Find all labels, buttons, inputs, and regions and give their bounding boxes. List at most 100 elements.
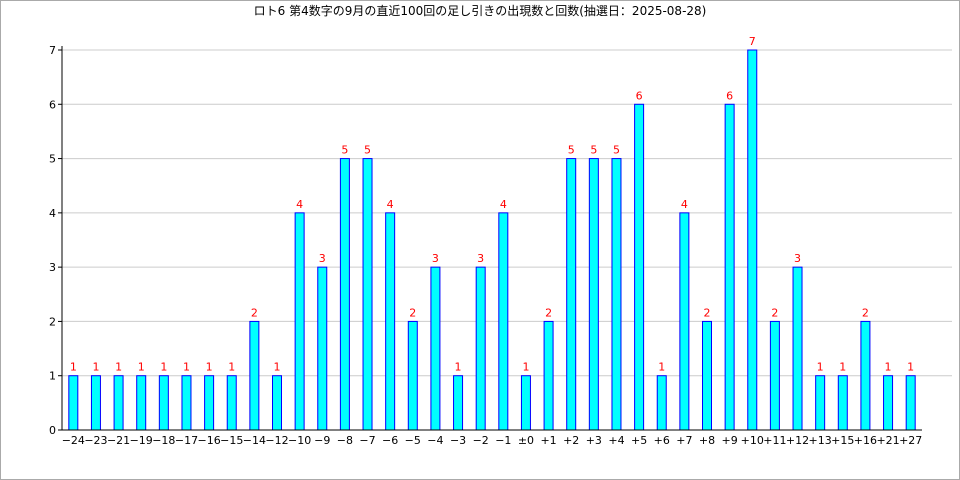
x-tick-label: +27 [899,434,922,447]
bar [317,266,328,431]
bar [272,375,282,431]
y-tick-label: 6 [49,98,56,111]
x-tick-label: −6 [382,434,398,447]
data-label: 1 [70,361,77,374]
data-label: 1 [907,361,914,374]
data-label: 1 [115,361,122,374]
data-label: 3 [432,252,439,265]
data-label: 6 [636,89,643,102]
x-tick-label: −24 [62,434,85,447]
x-tick-label: +8 [699,434,715,447]
bar [543,320,554,431]
data-label: 5 [364,144,371,157]
x-tick-label: +13 [809,434,832,447]
data-label: 1 [658,361,665,374]
data-label: 2 [545,306,552,319]
x-tick-label: +7 [676,434,692,447]
x-tick-label: −9 [314,434,330,447]
data-label: 1 [92,361,99,374]
bar [769,320,780,431]
bar [566,158,577,431]
bar [226,375,237,431]
bar [68,375,79,431]
bar [181,375,192,431]
x-tick-label: −17 [175,434,198,447]
bar [837,375,848,431]
data-label: 3 [794,252,801,265]
x-tick-label: +1 [540,434,556,447]
bar [883,375,894,431]
bar [362,158,373,431]
bar [747,49,758,431]
bar [520,375,531,431]
data-label: 5 [341,144,348,157]
bar [679,212,690,431]
bar [90,375,101,431]
bar [475,266,486,431]
data-label: 1 [183,361,190,374]
data-label: 3 [319,252,326,265]
data-label: 1 [885,361,892,374]
x-tick-label: ±0 [518,434,534,447]
x-tick-label: −1 [495,434,511,447]
bar [860,320,871,431]
data-label: 1 [839,361,846,374]
x-tick-label: −4 [427,434,443,447]
y-tick-label: 0 [49,424,56,437]
data-label: 5 [613,144,620,157]
data-label: 4 [681,198,688,211]
x-tick-label: −21 [107,434,130,447]
bar [158,375,169,431]
data-label: 2 [862,306,869,319]
x-tick-label: +21 [876,434,899,447]
y-tick-label: 3 [49,261,56,274]
x-tick-label: −7 [359,434,375,447]
x-tick-label: +5 [631,434,647,447]
data-label: 1 [817,361,824,374]
bar [385,212,396,431]
data-label: 1 [455,361,462,374]
data-label: 7 [749,35,756,48]
data-label: 1 [160,361,167,374]
bar [136,375,147,431]
bar [453,375,464,431]
data-label: 4 [387,198,394,211]
x-tick-label: +12 [786,434,809,447]
bar [588,158,599,431]
bar [407,320,418,431]
x-tick-label: −19 [130,434,153,447]
x-tick-label: +3 [586,434,602,447]
bar [294,212,305,431]
x-tick-label: −12 [265,434,288,447]
x-tick-label: −18 [152,434,175,447]
data-label: 5 [590,144,597,157]
y-tick-label: 5 [49,153,56,166]
bar [113,375,124,431]
x-tick-label: −10 [288,434,311,447]
y-tick-label: 1 [49,370,56,383]
data-label: 5 [568,144,575,157]
x-tick-label: −2 [473,434,489,447]
data-label: 1 [228,361,235,374]
y-tick-label: 4 [49,207,56,220]
x-tick-label: +4 [608,434,624,447]
bar [339,158,350,431]
bar [702,320,712,431]
bar [905,375,916,431]
bar [724,103,735,431]
bar [611,158,622,431]
x-tick-label: −8 [337,434,353,447]
data-label: 2 [251,306,258,319]
x-tick-label: +15 [831,434,854,447]
x-tick-label: −3 [450,434,466,447]
bar [249,320,260,431]
x-tick-label: −23 [84,434,107,447]
data-label: 2 [704,306,711,319]
x-tick-label: −16 [197,434,220,447]
x-tick-label: +10 [741,434,764,447]
data-label: 3 [477,252,484,265]
data-label: 4 [500,198,507,211]
